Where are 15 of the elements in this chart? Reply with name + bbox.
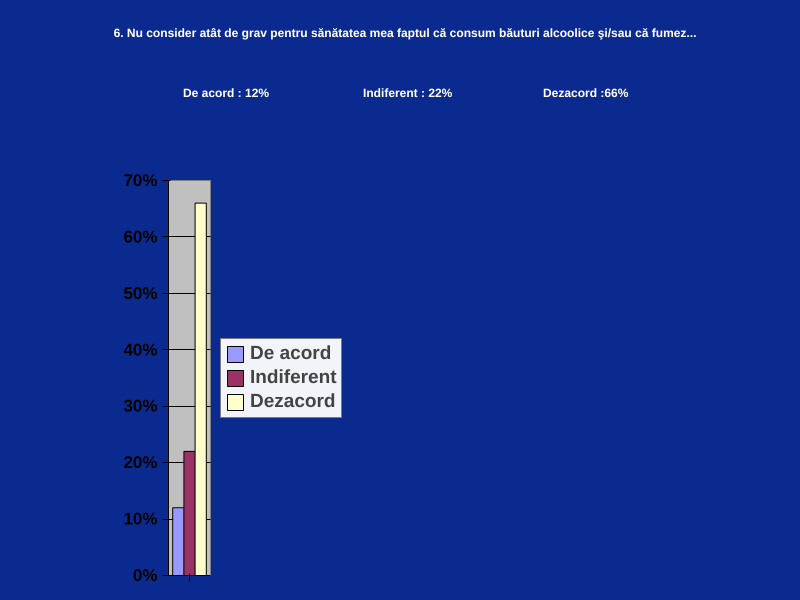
legend-label: Indiferent xyxy=(250,366,337,388)
y-tick-label: 10% xyxy=(123,510,158,529)
legend-label: Dezacord xyxy=(250,390,336,412)
y-tick-label: 40% xyxy=(123,340,158,360)
y-tick-label: 20% xyxy=(123,453,158,472)
y-tick-label: 70% xyxy=(123,171,158,190)
y-tick-label: 50% xyxy=(123,284,158,303)
text: De acord : 12% xyxy=(183,85,270,102)
y-tick-label: 30% xyxy=(123,396,158,416)
y-tick-label: 60% xyxy=(123,227,158,246)
legend-label: De acord xyxy=(250,342,332,364)
text: Dezacord :66% xyxy=(543,85,628,102)
text: Indiferent : 22% xyxy=(363,85,452,102)
y-tick-label: 0% xyxy=(132,566,158,585)
text: 6. Nu consider atât de grav pentru sănătatea mea faptul că consum băuturi alcoolice şi/sau că fumez... xyxy=(112,25,698,42)
